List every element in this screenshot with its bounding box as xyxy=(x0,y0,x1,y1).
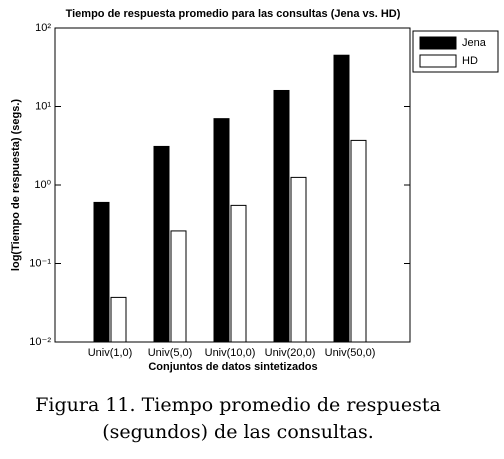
bar xyxy=(153,145,170,343)
legend-swatch xyxy=(419,54,457,68)
legend-swatch xyxy=(419,36,457,50)
bar xyxy=(93,201,110,343)
bar xyxy=(273,89,290,343)
legend-label: HD xyxy=(462,55,478,67)
y-axis-label: log(Tiempo de respuesta) (segs.) xyxy=(10,99,22,272)
bar xyxy=(230,204,247,343)
x-tick-label: Univ(5,0) xyxy=(148,347,193,359)
x-axis-label: Conjuntos de datos sintetizados xyxy=(148,361,317,373)
bar xyxy=(290,176,307,343)
caption: (segundos) de las consultas. xyxy=(102,421,374,443)
chart-title: Tiempo de respuesta promedio para las co… xyxy=(66,8,401,20)
bar xyxy=(333,54,350,343)
legend-label: Jena xyxy=(462,37,487,49)
x-tick-label: Univ(10,0) xyxy=(205,347,256,359)
x-tick-label: Univ(20,0) xyxy=(265,347,316,359)
x-tick-label: Univ(1,0) xyxy=(88,347,133,359)
caption: Figura 11. Tiempo promedio de respuesta xyxy=(35,394,441,416)
bar xyxy=(170,230,187,343)
y-tick-label: 10⁰ xyxy=(34,179,51,191)
y-tick-label: 10⁻¹ xyxy=(29,257,51,269)
bar xyxy=(110,296,127,343)
x-tick-label: Univ(50,0) xyxy=(325,347,376,359)
y-tick-label: 10⁻² xyxy=(29,336,51,348)
y-tick-label: 10¹ xyxy=(35,100,51,112)
bar xyxy=(213,118,230,343)
y-tick-label: 10² xyxy=(35,22,51,34)
bar xyxy=(350,139,367,343)
